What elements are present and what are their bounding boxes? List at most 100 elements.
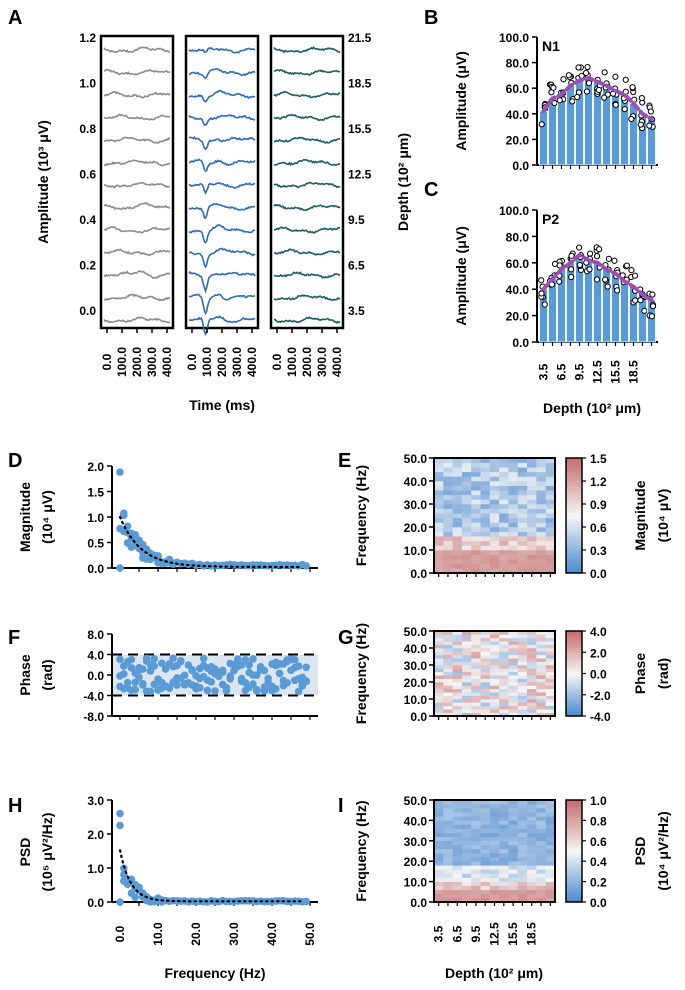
g-cell <box>517 634 528 639</box>
i-cell <box>499 844 509 850</box>
e-cell <box>545 545 556 551</box>
g-cell <box>471 682 481 686</box>
f-point <box>275 669 284 678</box>
g-cell <box>461 695 472 700</box>
i-cell <box>527 816 537 821</box>
h-point <box>302 897 311 906</box>
i-cell <box>508 840 519 846</box>
i-cell <box>480 897 491 903</box>
i-cell <box>536 893 546 899</box>
g-cell <box>499 695 509 700</box>
i-cell <box>527 885 537 891</box>
e-cell <box>443 494 453 500</box>
g-cell <box>480 692 491 696</box>
i-cell <box>527 812 537 817</box>
e-cell <box>536 563 546 569</box>
e-cell <box>527 467 537 473</box>
e-cell <box>508 522 519 528</box>
i-cell <box>527 840 537 846</box>
i-cbar-label2: (10⁴ μV²/Hz) <box>655 811 671 890</box>
i-cell <box>461 877 472 882</box>
i-colorbar-step <box>566 820 582 824</box>
g-cell <box>452 661 463 666</box>
g-cell <box>443 644 453 649</box>
i-cell <box>443 844 453 850</box>
i-cell <box>443 824 453 829</box>
e-cell <box>536 536 546 542</box>
g-cell <box>452 651 463 656</box>
g-colorbar-step <box>566 688 582 691</box>
i-xtick: 12.5 <box>488 922 502 946</box>
i-cell <box>536 889 546 895</box>
e-cell <box>517 467 528 473</box>
c-point <box>576 261 583 269</box>
g-cell <box>434 648 444 652</box>
i-cell <box>480 889 491 895</box>
e-cell <box>452 563 463 569</box>
i-cell <box>517 812 528 817</box>
e-cell <box>499 522 509 528</box>
g-ytick: 20.0 <box>404 676 428 690</box>
b-title: N1 <box>542 38 560 54</box>
i-cell <box>489 848 500 854</box>
f-point <box>291 655 299 664</box>
g-cell <box>508 644 519 649</box>
e-cell <box>499 531 509 537</box>
e-cell <box>545 504 556 509</box>
g-cell <box>527 654 537 659</box>
e-cell <box>480 494 491 500</box>
i-cell <box>443 812 453 817</box>
i-cell <box>517 885 528 891</box>
g-cell <box>517 637 528 642</box>
e-cell <box>480 568 491 574</box>
e-colorbar-step <box>566 463 582 468</box>
g-colorbar-step <box>566 654 582 657</box>
i-ytick: 10.0 <box>404 876 428 890</box>
e-cell <box>536 462 546 468</box>
i-colorbar-frame <box>565 799 583 903</box>
i-colorbar-step <box>566 851 582 854</box>
e-cell <box>527 568 537 574</box>
a-xtick: 200.0 <box>130 347 144 377</box>
e-cell <box>443 490 453 496</box>
i-cell <box>536 800 546 805</box>
i-cell <box>508 897 519 903</box>
i-colorbar-step <box>566 873 582 877</box>
e-colorbar-step <box>566 481 582 485</box>
e-cell <box>452 490 463 496</box>
i-cell <box>517 857 528 862</box>
c-point <box>637 297 644 304</box>
a-trace <box>273 181 341 189</box>
i-cell <box>452 877 463 882</box>
g-cell <box>499 665 509 669</box>
g-colorbar-step <box>566 637 582 640</box>
g-cell <box>517 688 528 693</box>
e-cell <box>517 531 528 537</box>
i-cell <box>489 804 500 809</box>
i-cell <box>489 824 500 829</box>
i-cell <box>499 897 509 903</box>
i-cell <box>480 816 491 821</box>
e-cell <box>489 513 500 519</box>
c-point <box>596 246 603 253</box>
e-cell <box>508 536 519 542</box>
g-cell <box>508 705 519 710</box>
e-ytick: 10.0 <box>404 544 428 558</box>
i-cell <box>545 853 556 858</box>
e-cell <box>527 504 537 509</box>
i-cell <box>527 844 537 850</box>
i-ytick: 0.0 <box>410 896 427 910</box>
e-cell <box>545 568 556 574</box>
e-colorbar-step <box>566 469 582 473</box>
g-cell <box>443 634 453 639</box>
i-colorbar-step <box>566 835 582 839</box>
i-cell <box>452 881 463 886</box>
g-cell <box>489 671 500 676</box>
e-cell <box>517 540 528 546</box>
f-point <box>180 671 189 680</box>
g-cbar-label2: (rad) <box>655 658 671 689</box>
e-cell <box>536 508 546 514</box>
i-cell <box>527 861 537 866</box>
e-colorbar-step <box>566 521 582 525</box>
e-cell <box>508 476 519 482</box>
